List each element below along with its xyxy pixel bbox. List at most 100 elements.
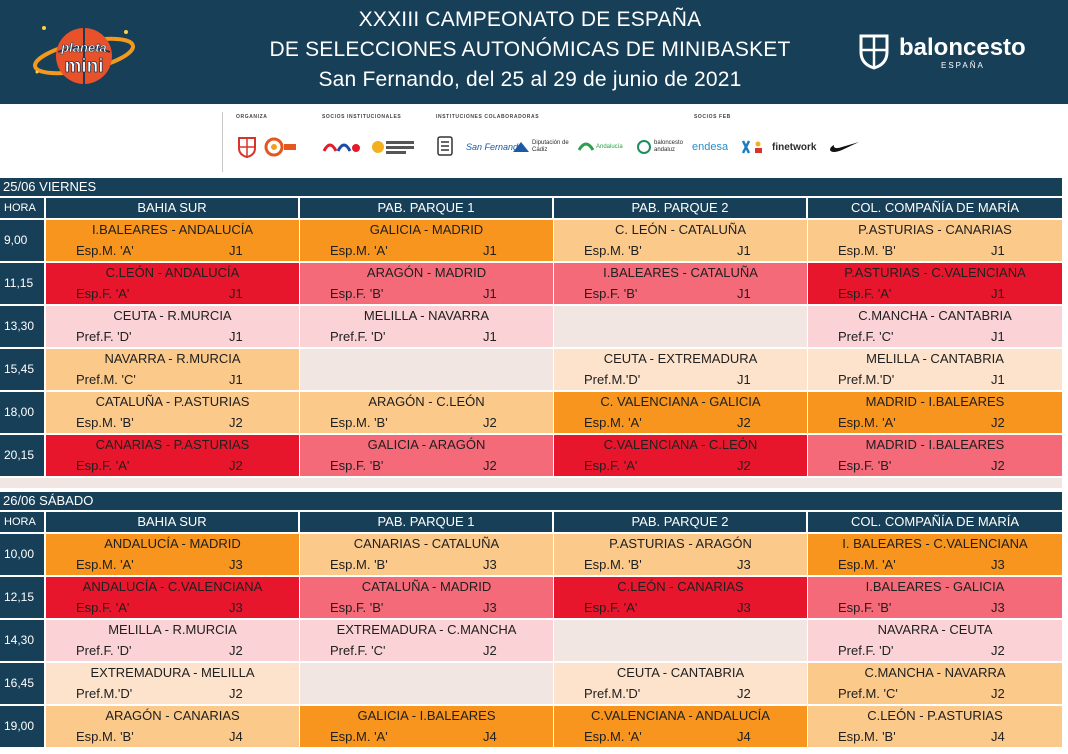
match-cell: EXTREMADURA - C.MANCHA Pref.F. 'C' J2 <box>300 620 553 661</box>
match-round: J2 <box>483 415 497 430</box>
match-cell: I. BALEARES - C.VALENCIANA Esp.M. 'A' J3 <box>808 534 1062 575</box>
match-teams: ARAGÓN - C.LEÓN <box>368 394 485 409</box>
match-cell: EXTREMADURA - MELILLA Pref.M.'D' J2 <box>46 663 299 704</box>
match-teams: C.LEÓN - P.ASTURIAS <box>867 708 1003 723</box>
match-cell: C.MANCHA - NAVARRA Pref.M. 'C' J2 <box>808 663 1062 704</box>
match-teams: NAVARRA - R.MURCIA <box>104 351 241 366</box>
match-round: J1 <box>991 286 1005 301</box>
match-cell <box>300 663 553 704</box>
schedule-row: 10,00 ANDALUCÍA - MADRID Esp.M. 'A' J3 CANAR… <box>0 534 1062 575</box>
match-round: J1 <box>483 329 497 344</box>
match-teams: EXTREMADURA - MELILLA <box>90 665 255 680</box>
fundacion-trinidad-alfonso-logo <box>370 134 416 160</box>
match-teams: MELILLA - NAVARRA <box>363 308 490 323</box>
match-category: Esp.M. 'B' <box>330 557 388 572</box>
match-cell: C. VALENCIANA - GALICIA Esp.M. 'A' J2 <box>554 392 807 433</box>
venue-header-compania-maria: COL. COMPAÑÍA DE MARÍA <box>808 512 1062 532</box>
day-band-viernes: 25/06 VIERNES <box>0 178 1062 196</box>
nike-swoosh-logo <box>828 134 860 160</box>
match-category: Esp.F. 'B' <box>330 458 384 473</box>
match-category: Esp.F. 'B' <box>584 286 638 301</box>
match-teams: CATALUÑA - P.ASTURIAS <box>95 394 250 409</box>
csd-logo <box>322 134 362 160</box>
venue-header-parque-1: PAB. PARQUE 1 <box>300 198 552 218</box>
match-cell: CEUTA - EXTREMADURA Pref.M.'D' J1 <box>554 349 807 390</box>
match-round: J2 <box>737 415 751 430</box>
match-cell: I.BALEARES - CATALUÑA Esp.F. 'B' J1 <box>554 263 807 304</box>
andalucia-logo: Andalucía <box>578 134 623 160</box>
title-line-3: San Fernando, del 25 al 29 de junio de 2… <box>318 68 742 91</box>
match-round: J4 <box>991 729 1005 744</box>
match-cell: GALICIA - MADRID Esp.M. 'A' J1 <box>300 220 553 261</box>
venue-header-compania-maria: COL. COMPAÑÍA DE MARÍA <box>808 198 1062 218</box>
schedule-row: 14,30 MELILLA - R.MURCIA Pref.F. 'D' J2 EXTR… <box>0 620 1062 661</box>
match-round: J4 <box>483 729 497 744</box>
match-category: Esp.M. 'B' <box>76 415 134 430</box>
match-cell: MADRID - I.BALEARES Esp.M. 'A' J2 <box>808 392 1062 433</box>
time-cell: 19,00 <box>0 706 44 747</box>
match-category: Esp.F. 'B' <box>838 600 892 615</box>
match-category: Pref.M. 'C' <box>838 686 898 701</box>
endesa-text: endesa <box>692 141 729 153</box>
match-category: Esp.F. 'A' <box>838 286 892 301</box>
sponsor-group-colaboradoras: INSTITUCIONES COLABORADORAS <box>436 114 540 120</box>
sponsor-group-institucionales: SOCIOS INSTITUCIONALES <box>322 114 402 120</box>
diputacion-cadiz-logo: Diputación de Cádiz <box>512 134 572 160</box>
match-category: Esp.M. 'A' <box>584 729 642 744</box>
match-category: Pref.F. 'C' <box>838 329 894 344</box>
time-cell: 12,15 <box>0 577 44 618</box>
match-cell: ANDALUCÍA - C.VALENCIANA Esp.F. 'A' J3 <box>46 577 299 618</box>
match-round: J1 <box>737 286 751 301</box>
match-cell: C. LEÓN - CATALUÑA Esp.M. 'B' J1 <box>554 220 807 261</box>
match-cell <box>554 306 807 347</box>
match-teams: NAVARRA - CEUTA <box>877 622 993 637</box>
venue-header-parque-2: PAB. PARQUE 2 <box>554 198 806 218</box>
title-line-2: DE SELECCIONES AUTONÓMICAS DE MINIBASKET <box>269 38 791 61</box>
match-round: J2 <box>229 458 243 473</box>
match-cell: P.ASTURIAS - ARAGÓN Esp.M. 'B' J3 <box>554 534 807 575</box>
match-category: Pref.M.'D' <box>838 372 895 387</box>
match-teams: CEUTA - R.MURCIA <box>113 308 232 323</box>
time-cell: 13,30 <box>0 306 44 347</box>
match-teams: C.LEÓN - CANARIAS <box>617 579 744 594</box>
match-teams: MELILLA - CANTABRIA <box>866 351 1004 366</box>
andalucia-text: Andalucía <box>596 144 623 150</box>
match-cell: CANARIAS - P.ASTURIAS Esp.F. 'A' J2 <box>46 435 299 476</box>
match-category: Esp.F. 'A' <box>584 600 638 615</box>
match-teams: CEUTA - CANTABRIA <box>616 665 745 680</box>
match-category: Pref.M.'D' <box>584 372 641 387</box>
match-category: Esp.F. 'B' <box>330 286 384 301</box>
match-category: Esp.M. 'A' <box>584 415 642 430</box>
match-round: J3 <box>229 600 243 615</box>
caixabank-logo <box>740 134 766 160</box>
time-cell: 15,45 <box>0 349 44 390</box>
planeta-mini-logo: planeta mini <box>22 12 142 94</box>
header-banner: planeta mini XXXIII CAMPEONATO DE ESPAÑA… <box>0 0 1068 104</box>
match-category: Esp.M. 'A' <box>838 557 896 572</box>
match-teams: P.ASTURIAS - ARAGÓN <box>609 536 752 551</box>
match-cell: C.LEÓN - P.ASTURIAS Esp.M. 'B' J4 <box>808 706 1062 747</box>
match-round: J1 <box>991 243 1005 258</box>
match-category: Esp.F. 'A' <box>76 458 130 473</box>
baloncesto-andaluz-logo: baloncesto andaluz <box>636 134 688 160</box>
match-category: Esp.M. 'A' <box>330 243 388 258</box>
match-teams: C.LEÓN - ANDALUCÍA <box>105 265 240 280</box>
match-teams: C.MANCHA - NAVARRA <box>864 665 1006 680</box>
venue-header-bahia-sur: BAHIA SUR <box>46 512 298 532</box>
baloncesto-espana-logo: baloncesto ESPAÑA <box>855 30 1045 74</box>
match-round: J2 <box>991 458 1005 473</box>
match-cell: ARAGÓN - MADRID Esp.F. 'B' J1 <box>300 263 553 304</box>
match-cell: C.LEÓN - CANARIAS Esp.F. 'A' J3 <box>554 577 807 618</box>
sponsor-group-organiza: ORGANIZA <box>236 114 268 120</box>
schedule-row: 16,45 EXTREMADURA - MELILLA Pref.M.'D' J2 CE… <box>0 663 1062 704</box>
match-round: J1 <box>229 243 243 258</box>
match-teams: MADRID - I.BALEARES <box>865 394 1005 409</box>
feb-shield-logo <box>236 134 258 160</box>
match-teams: I.BALEARES - ANDALUCÍA <box>91 222 254 237</box>
match-category: Pref.F. 'C' <box>330 643 386 658</box>
match-category: Esp.M. 'A' <box>838 415 896 430</box>
time-cell: 10,00 <box>0 534 44 575</box>
match-teams: C.VALENCIANA - C.LEÓN <box>603 437 758 452</box>
san-fernando-logo: San Fernando <box>466 134 523 160</box>
match-teams: I.BALEARES - GALICIA <box>865 579 1005 594</box>
